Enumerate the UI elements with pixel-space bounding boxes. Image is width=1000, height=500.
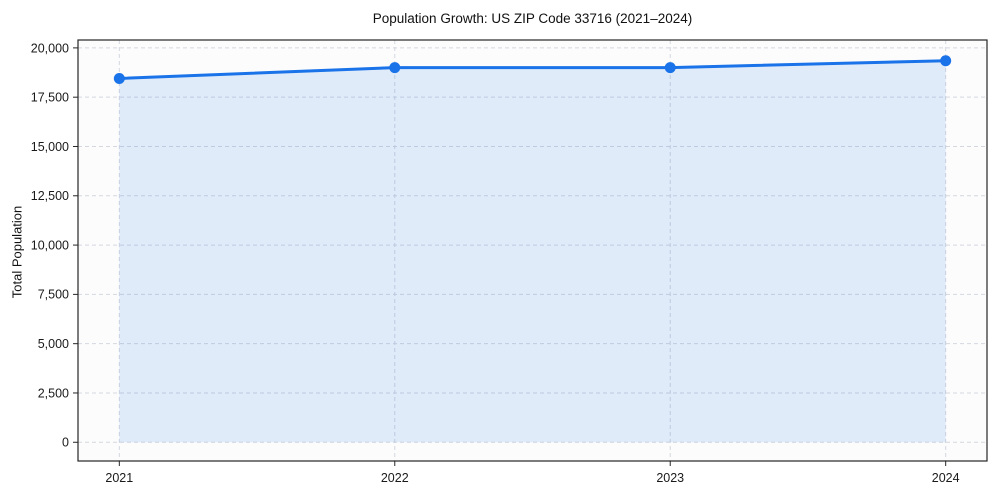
y-tick-label: 20,000 <box>31 41 69 55</box>
y-tick-label: 15,000 <box>31 140 69 154</box>
x-tick-label: 2021 <box>105 471 133 485</box>
data-point <box>389 62 401 74</box>
data-point <box>940 55 952 67</box>
plot-background <box>78 40 987 461</box>
plot-border <box>77 39 988 462</box>
area-fill <box>119 60 946 443</box>
data-point <box>113 72 125 84</box>
data-point <box>664 62 676 74</box>
y-tick-label: 12,500 <box>31 189 69 203</box>
data-line <box>117 59 948 80</box>
x-tick-label: 2024 <box>932 471 960 485</box>
y-tick-label: 17,500 <box>31 91 69 105</box>
y-tick-label: 7,500 <box>38 288 69 302</box>
x-tick-label: 2023 <box>656 471 684 485</box>
y-tick-label: 10,000 <box>31 238 69 252</box>
chart-title: Population Growth: US ZIP Code 33716 (20… <box>372 11 693 26</box>
y-tick-label: 2,500 <box>38 386 69 400</box>
y-tick-label: 5,000 <box>38 337 69 351</box>
x-tick-label: 2022 <box>381 471 409 485</box>
y-tick-label: 0 <box>62 436 69 450</box>
